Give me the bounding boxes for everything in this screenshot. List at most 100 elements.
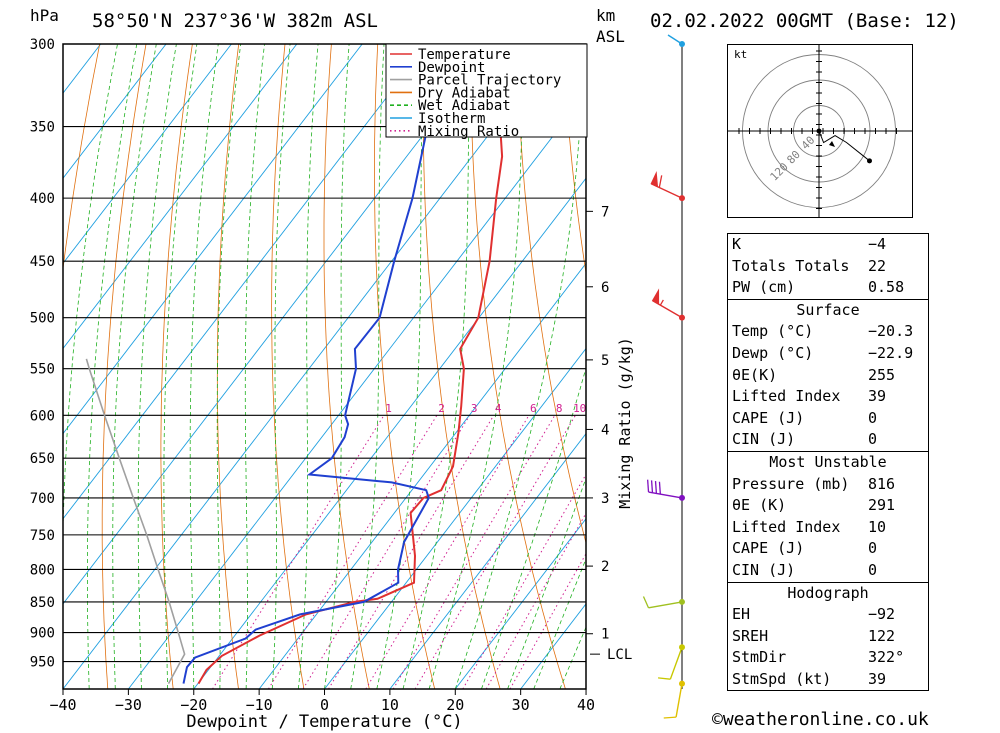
index-value: 10 bbox=[868, 517, 887, 536]
dry-adiabat-line bbox=[470, 44, 566, 689]
index-label: StmDir bbox=[732, 648, 787, 667]
index-label: θE (K) bbox=[732, 496, 787, 515]
wet-adiabat-line bbox=[454, 44, 585, 689]
wet-adiabat-line bbox=[112, 44, 157, 689]
x-tick-label: −10 bbox=[246, 696, 273, 714]
index-value: 291 bbox=[868, 496, 896, 515]
mixing-ratio-line bbox=[267, 415, 438, 689]
x-tick-label: 10 bbox=[381, 696, 399, 714]
dewpoint-line bbox=[182, 44, 442, 684]
index-value: −92 bbox=[868, 605, 896, 624]
pressure-tick-label: 750 bbox=[30, 528, 55, 544]
index-row: K −4 bbox=[728, 234, 928, 256]
lcl-label: LCL bbox=[607, 647, 632, 663]
km-tick-label: 5 bbox=[601, 353, 609, 369]
dry-adiabat-line bbox=[101, 44, 147, 689]
mixing-ratio-label: 1 bbox=[385, 402, 392, 415]
wind-barb bbox=[663, 680, 685, 719]
index-row: Lifted Index 10 bbox=[728, 517, 928, 539]
legend-label: Dry Adiabat bbox=[418, 85, 511, 101]
wet-adiabat-line bbox=[533, 557, 586, 689]
isotherm-line bbox=[63, 44, 363, 435]
isotherm-line bbox=[193, 177, 586, 689]
wind-barb-feather bbox=[650, 480, 654, 493]
legend-label: Dewpoint bbox=[418, 60, 485, 76]
km-tick-label: 7 bbox=[601, 204, 609, 220]
wind-barb-pennant bbox=[650, 170, 659, 188]
index-label: CAPE (J) bbox=[732, 408, 805, 427]
index-row: StmSpd (kt) 39 bbox=[728, 669, 928, 691]
temperature-line bbox=[197, 44, 504, 685]
x-tick-label: −20 bbox=[180, 696, 207, 714]
index-row: CIN (J) 0 bbox=[728, 560, 928, 582]
index-value: −4 bbox=[868, 235, 887, 253]
pressure-tick-label: 950 bbox=[30, 655, 55, 671]
km-tick-label: 6 bbox=[601, 280, 609, 296]
wind-barb-shaft bbox=[648, 491, 683, 499]
index-row: StmDir 322° bbox=[728, 647, 928, 669]
surface-title: Surface bbox=[796, 300, 860, 319]
km-tick-label: 2 bbox=[601, 559, 609, 575]
mixing-ratio-label: 25 bbox=[662, 402, 675, 415]
index-value: −20.3 bbox=[868, 322, 914, 341]
index-value: 22 bbox=[868, 256, 887, 275]
index-value: −22.9 bbox=[868, 343, 914, 362]
index-label: CIN (J) bbox=[732, 560, 796, 579]
wet-adiabat-line bbox=[87, 44, 138, 689]
dry-adiabat-line bbox=[422, 44, 501, 689]
index-label: SREH bbox=[732, 626, 769, 645]
hpa-unit-label: hPa bbox=[30, 6, 59, 25]
dry-adiabat-line bbox=[216, 44, 240, 689]
mixing-ratio-label: 3 bbox=[471, 402, 478, 415]
index-label: Totals Totals bbox=[732, 256, 850, 275]
wind-barb-shaft bbox=[675, 683, 683, 718]
index-value: 255 bbox=[868, 365, 896, 384]
wet-adiabat-line bbox=[216, 44, 242, 689]
index-row: PW (cm) 0.58 bbox=[728, 277, 928, 299]
index-value: 322° bbox=[868, 648, 905, 667]
wind-barb bbox=[646, 479, 685, 501]
most-unstable-title: Most Unstable bbox=[769, 452, 887, 471]
wind-barb-feather bbox=[658, 481, 661, 495]
index-label: EH bbox=[732, 605, 751, 624]
index-row: Totals Totals 22 bbox=[728, 256, 928, 278]
index-value: 39 bbox=[868, 669, 887, 688]
hodograph-trace bbox=[818, 130, 870, 162]
wind-barb bbox=[667, 34, 685, 47]
hodograph-title: Hodograph bbox=[787, 583, 869, 602]
index-value: 0.58 bbox=[868, 278, 905, 297]
copyright[interactable]: ©weatheronline.co.uk bbox=[712, 709, 929, 730]
asl-unit-label: ASL bbox=[596, 27, 625, 46]
mixing-ratio-line bbox=[328, 415, 495, 689]
wind-barb-half-feather bbox=[659, 299, 664, 306]
wet-adiabat-line bbox=[376, 44, 425, 689]
pressure-tick-label: 300 bbox=[30, 37, 55, 53]
wet-adiabat-line bbox=[298, 44, 319, 689]
location-title: 58°50'N 237°36'W 382m ASL bbox=[92, 10, 378, 32]
index-row: EH −92 bbox=[728, 604, 928, 626]
hodograph-ring-label: 80 bbox=[784, 148, 803, 167]
index-row: Pressure (mb) 816 bbox=[728, 474, 928, 496]
legend-label: Isotherm bbox=[418, 111, 485, 127]
hodograph-ring-label: 120 bbox=[768, 160, 791, 183]
pressure-tick-label: 400 bbox=[30, 191, 55, 207]
index-value: 816 bbox=[868, 474, 896, 493]
pressure-tick-label: 500 bbox=[30, 311, 55, 327]
index-value: 0 bbox=[868, 560, 878, 579]
wind-barb-feather bbox=[658, 175, 663, 188]
mixing-ratio-axis-title: Mixing Ratio (g/kg) bbox=[616, 337, 634, 509]
index-value: 0 bbox=[868, 408, 878, 427]
pressure-tick-label: 850 bbox=[30, 595, 55, 611]
index-row: θE (K) 291 bbox=[728, 495, 928, 517]
index-value: 39 bbox=[868, 387, 887, 406]
wet-adiabat-line bbox=[189, 44, 219, 689]
wet-adiabat-line bbox=[481, 366, 586, 689]
index-label: Dewp (°C) bbox=[732, 343, 814, 362]
x-tick-label: −40 bbox=[49, 696, 76, 714]
wet-adiabat-line bbox=[244, 44, 265, 689]
pressure-tick-label: 800 bbox=[30, 562, 55, 578]
indices-most-unstable: Most Unstable Pressure (mb) 816 θE (K) 291 L… bbox=[728, 450, 928, 582]
pressure-tick-label: 600 bbox=[30, 408, 55, 424]
index-row: SREH 122 bbox=[728, 626, 928, 648]
